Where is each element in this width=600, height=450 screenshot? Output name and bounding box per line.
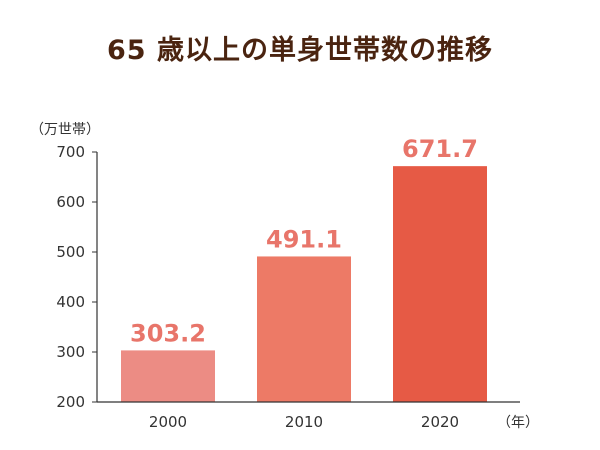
- y-tick-label: 400: [56, 293, 85, 311]
- x-tick-label: 2010: [285, 413, 323, 431]
- y-tick-label: 700: [56, 143, 85, 161]
- y-axis-label: （万世帯）: [30, 122, 100, 138]
- bar-2020: [393, 166, 487, 402]
- y-tick-label: 600: [56, 193, 85, 211]
- data-label-2020: 671.7: [402, 135, 478, 163]
- data-label-2010: 491.1: [266, 225, 342, 253]
- y-tick-label: 500: [56, 243, 85, 261]
- bar-2010: [257, 256, 351, 402]
- y-tick-label: 300: [56, 343, 85, 361]
- x-tick-label: 2020: [421, 413, 459, 431]
- x-tick-label: 2000: [149, 413, 187, 431]
- x-axis-label: （年）: [497, 415, 539, 431]
- chart-title: 65 歳以上の単身世帯数の推移: [107, 35, 493, 66]
- bar-2000: [121, 350, 215, 402]
- data-label-2000: 303.2: [130, 319, 206, 347]
- y-tick-label: 200: [56, 393, 85, 411]
